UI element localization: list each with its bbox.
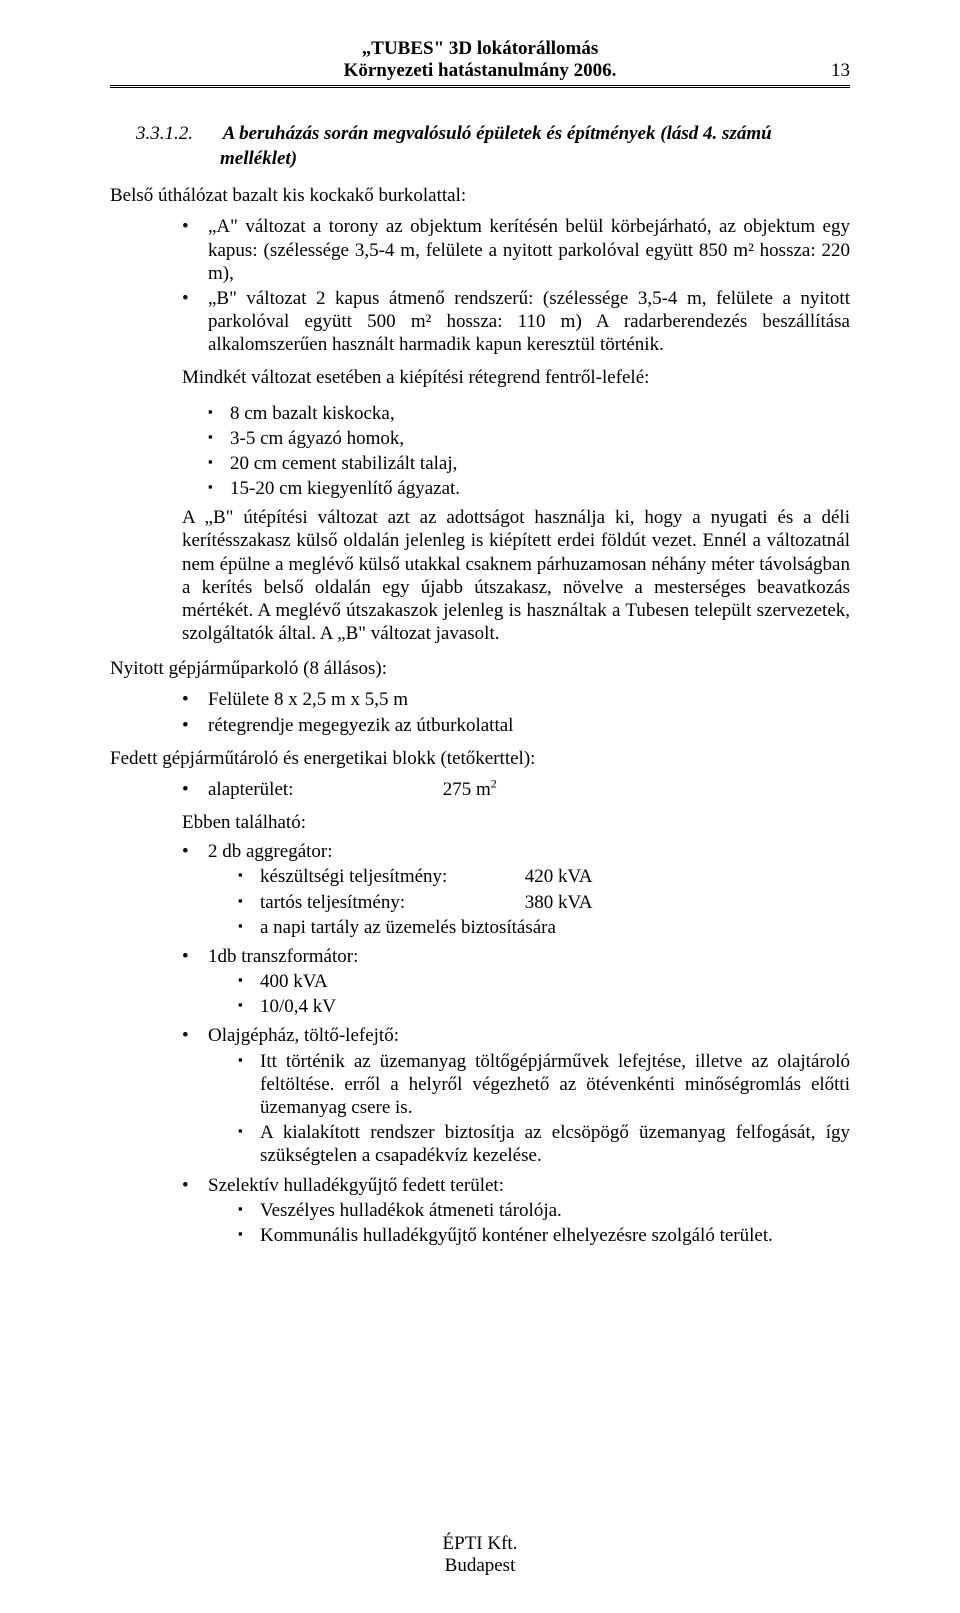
agg-v1: 380 kVA <box>525 892 593 913</box>
area-value: 275 m2 <box>443 779 497 800</box>
list-item: a napi tartály az üzemelés biztosítására <box>238 916 850 939</box>
garage-items-list: 2 db aggregátor: készültségi teljesítmén… <box>110 840 850 1247</box>
waste-sublist: Veszélyes hulladékok átmeneti tárolója. … <box>208 1199 850 1247</box>
page: „TUBES" 3D lokátorállomás Környezeti hat… <box>0 0 960 1613</box>
list-item: 15-20 cm kiegyenlítő ágyazat. <box>208 477 850 500</box>
layers-lead: Mindkét változat esetében a kiépítési ré… <box>182 366 850 389</box>
list-item: Veszélyes hulladékok átmeneti tárolója. <box>238 1199 850 1222</box>
list-item-area: alapterület: 275 m2 <box>182 778 850 801</box>
section-heading: 3.3.1.2. A beruházás során megvalósuló é… <box>136 122 850 145</box>
list-item-trafo: 1db transzformátor: 400 kVA 10/0,4 kV <box>182 945 850 1019</box>
page-number: 13 <box>820 60 850 82</box>
footer-line1: ÉPTI Kft. <box>0 1533 960 1555</box>
header-line2-wrap: Környezeti hatástanulmány 2006. 13 <box>110 60 850 87</box>
list-item: rétegrendje megegyezik az útburkolattal <box>182 714 850 737</box>
list-item: 3-5 cm ágyazó homok, <box>208 427 850 450</box>
page-header: „TUBES" 3D lokátorállomás Környezeti hat… <box>110 38 850 88</box>
section-number: 3.3.1.2. <box>136 122 218 145</box>
list-item: 8 cm bazalt kiskocka, <box>208 402 850 425</box>
list-item: Felülete 8 x 2,5 m x 5,5 m <box>182 688 850 711</box>
section-title-line2: melléklet) <box>220 147 850 170</box>
list-item: 400 kVA <box>238 970 850 993</box>
list-item: készültségi teljesítmény: 420 kVA <box>238 865 850 888</box>
garage-list: alapterület: 275 m2 <box>110 778 850 801</box>
footer-line2: Budapest <box>0 1555 960 1577</box>
page-footer: ÉPTI Kft. Budapest <box>0 1533 960 1577</box>
list-item-waste: Szelektív hulladékgyűjtő fedett terület:… <box>182 1174 850 1248</box>
road-lead: Belső úthálózat bazalt kis kockakő burko… <box>110 184 850 207</box>
layers-block: 8 cm bazalt kiskocka, 3-5 cm ágyazó homo… <box>182 402 850 501</box>
oil-label: Olajgépház, töltő-lefejtő: <box>208 1025 399 1046</box>
road-variants-list: „A" változat a torony az objektum keríté… <box>110 215 850 356</box>
section-title-line1: A beruházás során megvalósuló épületek é… <box>223 123 772 144</box>
aggregator-label: 2 db aggregátor: <box>208 841 333 862</box>
agg-k1: tartós teljesítmény: <box>260 891 520 914</box>
aggregator-sublist: készültségi teljesítmény: 420 kVA tartós… <box>208 865 850 939</box>
trafo-sublist: 400 kVA 10/0,4 kV <box>208 970 850 1018</box>
list-item-oil: Olajgépház, töltő-lefejtő: Itt történik … <box>182 1024 850 1167</box>
oil-sublist: Itt történik az üzemanyag töltőgépjárműv… <box>208 1050 850 1168</box>
parking-list: Felülete 8 x 2,5 m x 5,5 m rétegrendje m… <box>110 688 850 736</box>
road-para-b: A „B" útépítési változat azt az adottság… <box>182 506 850 645</box>
layers-list: 8 cm bazalt kiskocka, 3-5 cm ágyazó homo… <box>182 402 850 501</box>
list-item: „B" változat 2 kapus átmenő rendszerű: (… <box>182 287 850 357</box>
header-line2: Környezeti hatástanulmány 2006. <box>140 60 820 82</box>
found-label: Ebben található: <box>182 811 850 834</box>
garage-lead: Fedett gépjárműtároló és energetikai blo… <box>110 747 850 770</box>
list-item-aggregator: 2 db aggregátor: készültségi teljesítmén… <box>182 840 850 939</box>
list-item: Itt történik az üzemanyag töltőgépjárműv… <box>238 1050 850 1120</box>
list-item: 10/0,4 kV <box>238 995 850 1018</box>
agg-k0: készültségi teljesítmény: <box>260 865 520 888</box>
list-item: 20 cm cement stabilizált talaj, <box>208 452 850 475</box>
header-line1: „TUBES" 3D lokátorállomás <box>110 38 850 60</box>
area-label: alapterület: <box>208 778 438 801</box>
waste-label: Szelektív hulladékgyűjtő fedett terület: <box>208 1175 504 1196</box>
parking-lead: Nyitott gépjárműparkoló (8 állásos): <box>110 657 850 680</box>
agg-v0: 420 kVA <box>525 866 593 887</box>
list-item: Kommunális hulladékgyűjtő konténer elhel… <box>238 1224 850 1247</box>
trafo-label: 1db transzformátor: <box>208 946 358 967</box>
document-body: 3.3.1.2. A beruházás során megvalósuló é… <box>110 122 850 1247</box>
list-item: A kialakított rendszer biztosítja az elc… <box>238 1121 850 1167</box>
list-item: tartós teljesítmény: 380 kVA <box>238 891 850 914</box>
list-item: „A" változat a torony az objektum keríté… <box>182 215 850 285</box>
